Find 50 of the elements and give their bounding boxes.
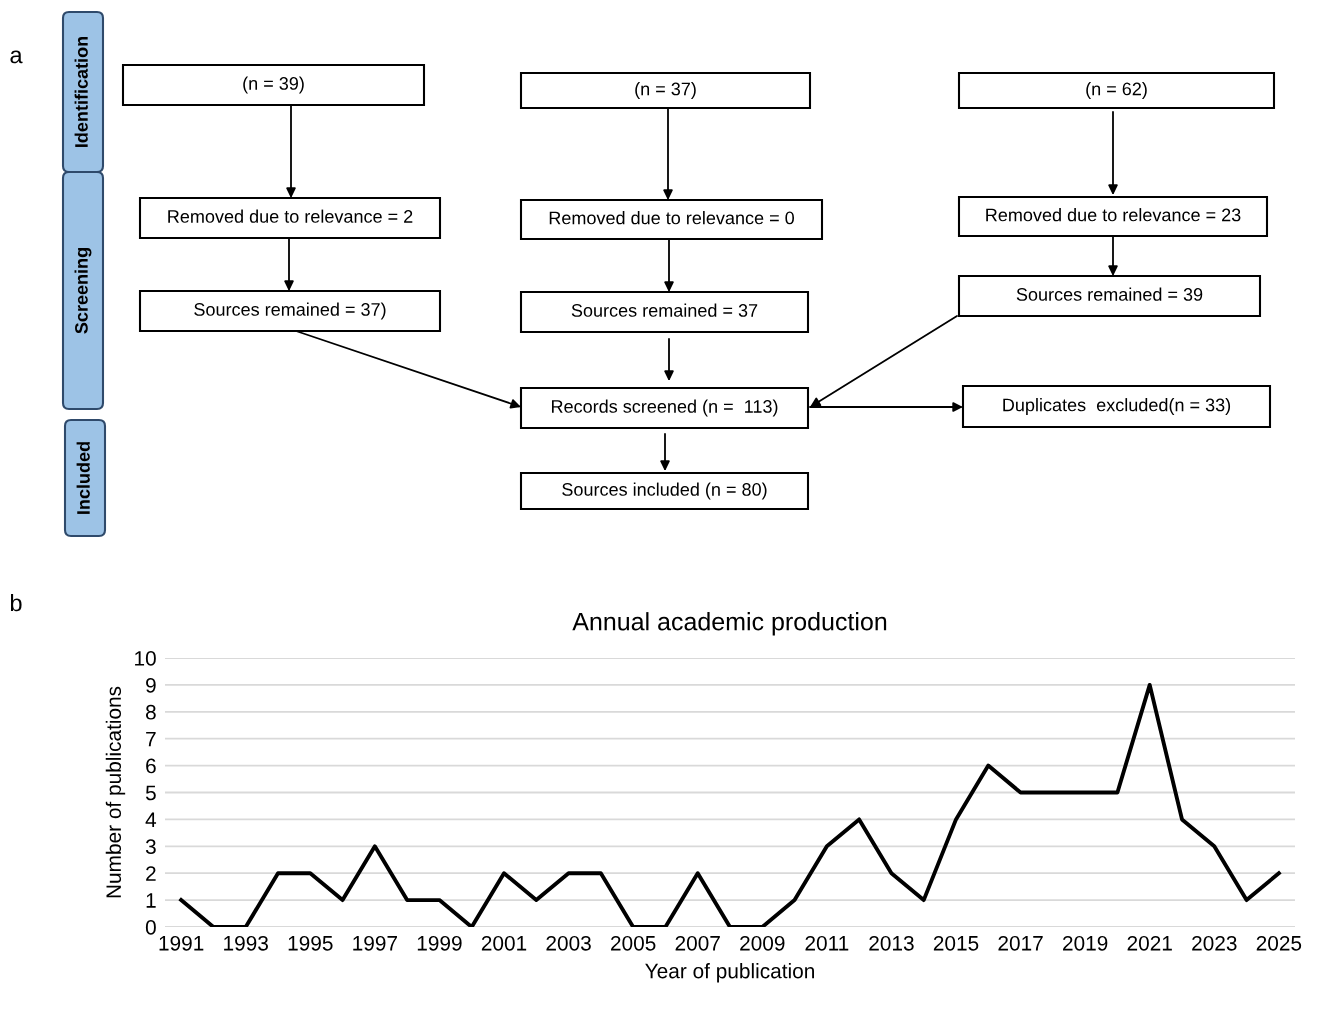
text: b — [10, 593, 22, 612]
x-tick-label: 1997 — [353, 935, 397, 951]
text: Removed due to relevance = 23 — [986, 208, 1241, 222]
x-tick-label: 1999 — [417, 935, 462, 951]
text: (n = 39) — [243, 76, 304, 94]
x-tick-label: 2003 — [546, 935, 591, 951]
y-tick-label: 3 — [145, 839, 156, 855]
source-note: Sources remained = 37) — [194, 302, 386, 320]
text: a — [10, 50, 23, 64]
x-tick-label: 2011 — [805, 935, 849, 951]
y-tick-label: 1 — [146, 893, 156, 908]
text: Screening — [74, 248, 92, 334]
x-tick-label: 2005 — [611, 935, 656, 951]
text: (n = 62) — [1086, 82, 1147, 99]
chart-title: Annual academic production — [572, 612, 887, 636]
source-note: Sources remained = 39 — [1016, 287, 1203, 301]
x-axis-title: Year of publication — [645, 963, 814, 983]
x-tick-label: 1991 — [159, 935, 204, 951]
y-tick-label: 5 — [145, 785, 156, 801]
text: Identification — [74, 36, 88, 147]
x-tick-label: 2001 — [481, 935, 527, 951]
text: Included — [76, 442, 90, 514]
text: (n = 37) — [635, 82, 696, 99]
text: Records screened (n = 113) — [551, 399, 778, 417]
text: Duplicates excluded(n = 33) — [1003, 398, 1231, 415]
line-series — [179, 682, 1281, 927]
x-tick-label: 2019 — [1063, 935, 1108, 951]
y-tick-label: 2 — [146, 866, 156, 881]
x-tick-label: 2013 — [869, 935, 914, 951]
x-tick-label: 2009 — [740, 935, 785, 951]
x-tick-label: 2017 — [998, 935, 1043, 951]
text: Removed due to relevance = 0 — [549, 211, 795, 225]
x-tick-label: 2021 — [1127, 935, 1172, 951]
source-note: Sources included (n = 80) — [562, 482, 767, 500]
x-tick-label: 2025 — [1256, 935, 1302, 951]
x-tick-label: 1995 — [288, 935, 333, 951]
x-tick-label: 1993 — [224, 935, 268, 951]
x-tick-label: 2023 — [1192, 935, 1237, 951]
text: Removed due to relevance = 2 — [168, 209, 413, 223]
y-axis-title: Number of publications — [105, 686, 126, 898]
source-note: Sources remained = 37 — [571, 303, 758, 317]
x-tick-label: 2007 — [675, 935, 720, 951]
x-tick-label: 2015 — [933, 935, 979, 951]
y-tick-label: 9 — [146, 677, 156, 693]
y-tick-label: 6 — [146, 758, 156, 774]
y-tick-label: 7 — [146, 731, 156, 747]
y-tick-label: 8 — [145, 704, 156, 720]
y-tick-label: 10 — [135, 651, 156, 666]
y-tick-label: 4 — [145, 812, 157, 827]
y-tick-label: 0 — [145, 920, 156, 935]
